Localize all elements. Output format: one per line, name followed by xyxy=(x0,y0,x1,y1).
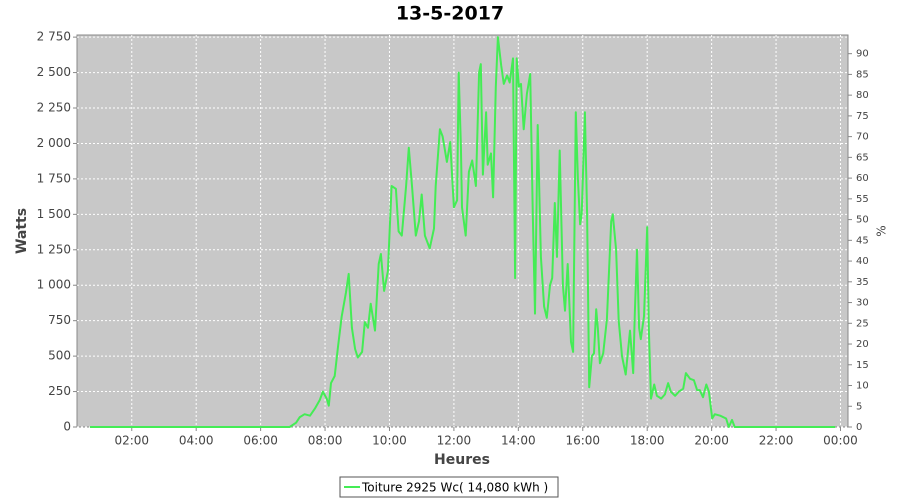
x-tick-label: 16:00 xyxy=(565,434,600,448)
y2-tick-label: 85 xyxy=(856,69,869,80)
chart-title: 13-5-2017 xyxy=(396,3,504,25)
y2-tick-label: 55 xyxy=(856,194,869,205)
y2-tick-label: 40 xyxy=(856,256,869,267)
x-tick-label: 04:00 xyxy=(179,434,214,448)
y-tick-label: 1 250 xyxy=(37,242,71,256)
x-tick-label: 10:00 xyxy=(372,434,407,448)
y-tick-label: 750 xyxy=(48,313,71,327)
y2-tick-label: 70 xyxy=(856,132,869,143)
y2-tick-label: 90 xyxy=(856,49,869,60)
x-tick-label: 18:00 xyxy=(630,434,665,448)
y-tick-label: 2 500 xyxy=(37,65,71,79)
y2-tick-label: 45 xyxy=(856,235,869,246)
x-tick-label: 06:00 xyxy=(243,434,278,448)
x-tick-label: 20:00 xyxy=(694,434,729,448)
y-tick-label: 2 000 xyxy=(37,136,71,150)
legend: Toiture 2925 Wc( 14,080 kWh ) xyxy=(339,476,559,498)
y-tick-label: 250 xyxy=(48,384,71,398)
plot-area xyxy=(76,34,849,428)
x-tick-label: 08:00 xyxy=(308,434,343,448)
legend-box xyxy=(339,476,559,498)
y2-tick-label: 75 xyxy=(856,111,869,122)
y-axis-label: Watts xyxy=(14,208,30,254)
data-line xyxy=(89,36,836,428)
y-tick-label: 2 250 xyxy=(37,101,71,115)
x-tick-label: 02:00 xyxy=(114,434,149,448)
y-tick-label: 1 500 xyxy=(37,207,71,221)
y2-tick-label: 0 xyxy=(856,422,862,433)
legend-label: Toiture 2925 Wc( 14,080 kWh ) xyxy=(361,481,548,495)
y-tick-label: 500 xyxy=(48,349,71,363)
y-tick-label: 1 000 xyxy=(37,278,71,292)
y-tick-label: 2 750 xyxy=(37,30,71,44)
y2-tick-label: 35 xyxy=(856,277,869,288)
x-axis-label: Heures xyxy=(434,452,490,468)
x-tick-label: 12:00 xyxy=(437,434,472,448)
y2-tick-label: 60 xyxy=(856,173,869,184)
x-tick-label: 14:00 xyxy=(501,434,536,448)
y2-tick-label: 30 xyxy=(856,298,869,309)
y-tick-label: 0 xyxy=(63,420,71,434)
y-tick-label: 1 750 xyxy=(37,171,71,185)
y2-tick-label: 80 xyxy=(856,90,869,101)
y2-axis-label: % xyxy=(875,225,889,236)
y2-tick-label: 20 xyxy=(856,339,869,350)
y2-tick-label: 5 xyxy=(856,401,862,412)
y2-tick-label: 10 xyxy=(856,381,869,392)
y2-tick-label: 25 xyxy=(856,318,869,329)
y2-tick-label: 65 xyxy=(856,152,869,163)
x-tick-label: 22:00 xyxy=(759,434,794,448)
y2-tick-label: 50 xyxy=(856,215,869,226)
x-tick-label: 00:00 xyxy=(823,434,858,448)
y2-tick-label: 15 xyxy=(856,360,869,371)
